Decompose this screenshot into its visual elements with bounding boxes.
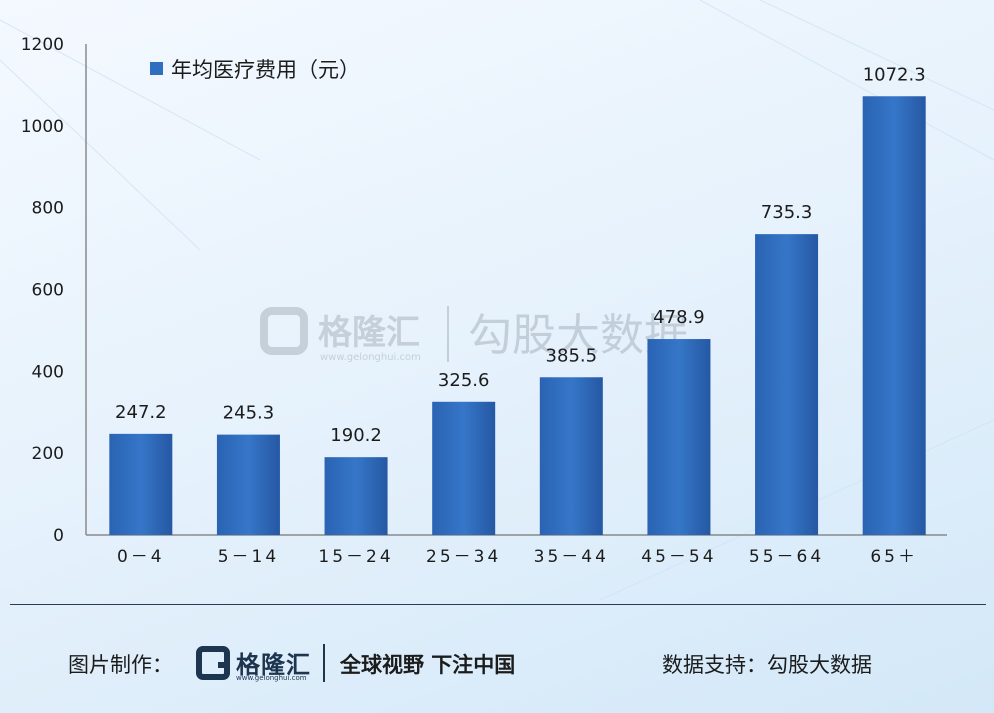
y-tick-label: 800 xyxy=(32,199,64,219)
legend: 年均医疗费用（元） xyxy=(150,58,360,82)
x-tick-label: 15－24 xyxy=(318,547,393,567)
y-tick-label: 200 xyxy=(32,444,64,464)
watermark-logo-icon xyxy=(260,307,308,355)
bar-5 xyxy=(647,339,711,535)
bar-value-label: 1072.3 xyxy=(863,64,926,85)
data-source: 数据支持：勾股大数据 xyxy=(662,653,872,677)
bar-chart: 格隆汇 www.gelonghui.com 勾股大数据 0 200 400 600 80… xyxy=(0,0,994,600)
y-tick-label: 1000 xyxy=(21,117,64,137)
watermark-url: www.gelonghui.com xyxy=(320,352,421,363)
bar-value-label: 478.9 xyxy=(653,307,705,328)
x-tick-label: 65＋ xyxy=(870,547,918,567)
bar-value-label: 735.3 xyxy=(761,202,813,223)
bar-value-label: 245.3 xyxy=(223,403,275,424)
y-tick-label: 600 xyxy=(32,281,64,301)
logo-url: www.gelonghui.com xyxy=(236,674,307,682)
footer-separator xyxy=(323,644,325,682)
x-tick-label: 0－4 xyxy=(117,547,165,567)
gelonghui-logo-icon xyxy=(196,646,230,680)
slogan: 全球视野 下注中国 xyxy=(340,653,516,677)
bar-value-label: 325.6 xyxy=(438,370,490,391)
y-tick-label: 400 xyxy=(32,362,64,382)
x-tick-label: 55－64 xyxy=(749,547,824,567)
legend-swatch xyxy=(150,62,163,75)
y-tick-label: 1200 xyxy=(21,35,64,55)
x-tick-label: 45－54 xyxy=(641,547,716,567)
bar-value-label: 190.2 xyxy=(330,425,382,446)
x-tick-label: 35－44 xyxy=(534,547,609,567)
bar-2 xyxy=(324,457,388,535)
footer: 图片制作： 格隆汇 www.gelonghui.com 全球视野 下注中国 数据… xyxy=(0,640,994,688)
bar-6 xyxy=(755,234,819,535)
x-tick-label: 25－34 xyxy=(426,547,501,567)
bar-3 xyxy=(432,401,496,535)
bar-4 xyxy=(539,377,603,535)
bar-1 xyxy=(216,434,280,535)
credit-label: 图片制作： xyxy=(68,653,173,677)
bar-value-label: 385.5 xyxy=(546,345,598,366)
x-tick-label: 5－14 xyxy=(218,547,279,567)
legend-label: 年均医疗费用（元） xyxy=(171,58,360,82)
watermark-brand: 格隆汇 xyxy=(318,313,420,353)
watermark: 格隆汇 www.gelonghui.com 勾股大数据 xyxy=(260,306,688,363)
bar-7 xyxy=(862,96,926,535)
bar-0 xyxy=(109,433,173,535)
bar-value-label: 247.2 xyxy=(115,402,167,423)
logo-name: 格隆汇 xyxy=(236,651,311,679)
footer-divider xyxy=(10,604,986,605)
y-tick-label: 0 xyxy=(53,526,64,546)
